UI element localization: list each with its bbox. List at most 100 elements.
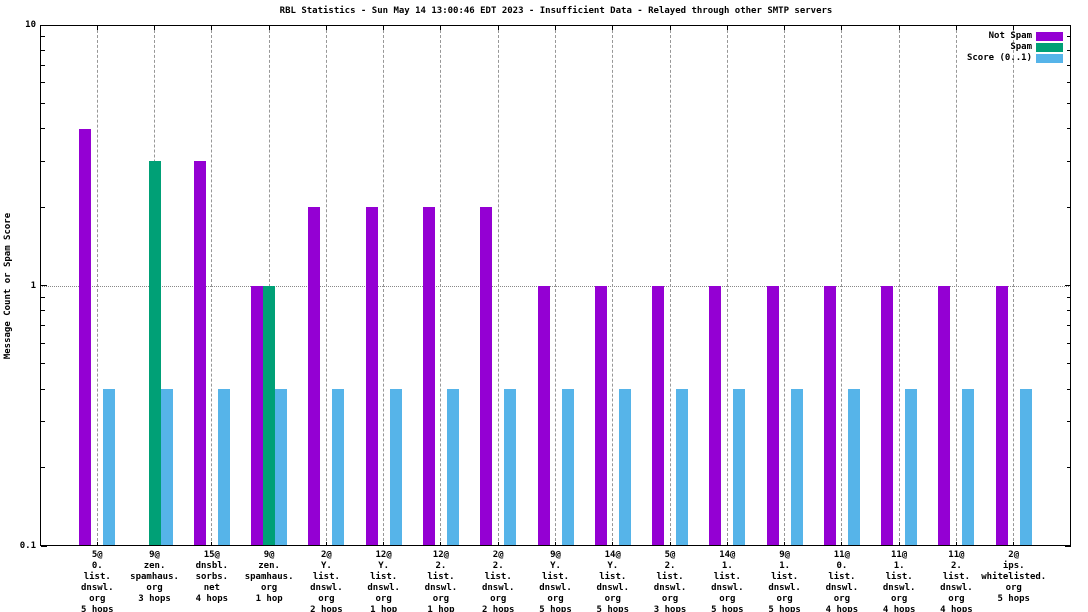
gridline-x — [612, 25, 614, 546]
gridline-x — [1013, 25, 1015, 546]
gridline-x — [841, 25, 843, 546]
y-tick — [1067, 160, 1071, 162]
x-tick — [440, 26, 442, 30]
y-tick — [1067, 363, 1071, 365]
bar-not-spam — [766, 285, 779, 546]
y-tick — [1067, 102, 1071, 104]
gridline-x — [726, 25, 728, 546]
x-tick — [154, 26, 156, 30]
x-tick — [96, 542, 98, 546]
gridline-x — [383, 25, 385, 546]
gridline-x — [955, 25, 957, 546]
x-tick — [497, 26, 499, 30]
y-tick — [41, 49, 45, 51]
bar-not-spam — [652, 285, 665, 546]
x-tick — [898, 26, 900, 30]
bar-score-0-1 — [847, 389, 860, 546]
bar-not-spam — [79, 128, 92, 546]
bar-not-spam — [480, 207, 493, 546]
y-tick — [1067, 296, 1071, 298]
x-tick-label: 11@ 2. list. dnswl. org 4 hops — [940, 550, 973, 612]
gridline-x — [669, 25, 671, 546]
x-tick — [669, 542, 671, 546]
y-tick — [41, 128, 45, 130]
x-tick — [440, 542, 442, 546]
bar-score-0-1 — [389, 389, 402, 546]
y-tick — [1067, 82, 1071, 84]
x-tick — [211, 26, 213, 30]
x-tick — [325, 26, 327, 30]
y-tick — [1067, 467, 1071, 469]
y-tick-label: 0.1 — [19, 541, 36, 551]
x-tick — [955, 26, 957, 30]
x-tick-label: 12@ Y. list. dnswl. org 1 hop — [367, 550, 400, 612]
y-tick — [41, 545, 47, 547]
legend-label: Score (0..1) — [966, 53, 1032, 64]
chart-title: RBL Statistics - Sun May 14 13:00:46 EDT… — [279, 6, 833, 16]
x-tick — [383, 542, 385, 546]
bar-score-0-1 — [446, 389, 459, 546]
gridline-x — [555, 25, 556, 546]
gridline-x — [784, 25, 786, 546]
y-tick — [41, 310, 45, 312]
x-tick — [555, 26, 556, 30]
x-tick — [612, 542, 614, 546]
x-tick — [325, 542, 327, 546]
y-tick — [1067, 36, 1071, 38]
bar-score-0-1 — [561, 389, 574, 546]
x-tick — [841, 26, 843, 30]
bar-not-spam — [365, 207, 378, 546]
bar-not-spam — [537, 285, 550, 546]
bar-score-0-1 — [962, 389, 975, 546]
y-tick — [41, 467, 45, 469]
gridline-x — [96, 25, 98, 546]
x-tick — [1013, 26, 1015, 30]
y-tick — [1067, 421, 1071, 423]
y-tick — [1067, 206, 1071, 208]
y-tick — [41, 36, 45, 38]
y-tick — [41, 82, 45, 84]
x-tick-label: 5@ 2. list. dnswl. org 3 hops — [653, 550, 687, 612]
bar-score-0-1 — [733, 389, 746, 546]
y-tick — [1067, 388, 1071, 390]
bar-not-spam — [308, 207, 321, 546]
x-tick — [497, 542, 499, 546]
bar-score-0-1 — [103, 389, 116, 546]
x-tick — [784, 542, 786, 546]
bar-score-0-1 — [790, 389, 803, 546]
x-tick-label: 9@ zen. spamhaus. org 3 hops — [130, 550, 179, 604]
bar-score-0-1 — [217, 389, 230, 546]
y-tick — [41, 206, 45, 208]
x-tick — [841, 542, 843, 546]
gridline-x — [497, 25, 499, 546]
y-tick — [1065, 545, 1071, 547]
bar-score-0-1 — [332, 389, 345, 546]
y-tick — [1067, 310, 1071, 312]
x-tick — [1013, 542, 1015, 546]
legend-swatch — [1036, 42, 1063, 52]
legend-label: Not Spam — [988, 30, 1032, 41]
y-tick — [41, 388, 45, 390]
legend-swatch — [1036, 54, 1063, 64]
x-tick — [383, 26, 385, 30]
legend-swatch — [1036, 31, 1063, 41]
legend-label: Spam — [1010, 41, 1032, 52]
x-tick — [955, 542, 957, 546]
bar-not-spam — [995, 285, 1008, 546]
y-tick — [1067, 64, 1071, 66]
gridline-x — [898, 25, 900, 546]
x-tick-label: 9@ zen. spamhaus. org 1 hop — [244, 550, 294, 604]
bar-not-spam — [251, 285, 264, 546]
x-tick-label: 11@ 1. list. dnswl. org 4 hops — [882, 550, 916, 612]
y-tick — [1067, 325, 1071, 327]
y-tick — [1065, 24, 1071, 26]
x-tick-label: 9@ Y. list. dnswl. org 5 hops — [539, 550, 572, 612]
y-tick — [41, 296, 45, 298]
y-tick — [1065, 285, 1071, 286]
y-tick — [41, 325, 45, 327]
bar-not-spam — [594, 285, 607, 546]
y-tick — [1067, 49, 1071, 51]
y-tick — [41, 160, 45, 162]
